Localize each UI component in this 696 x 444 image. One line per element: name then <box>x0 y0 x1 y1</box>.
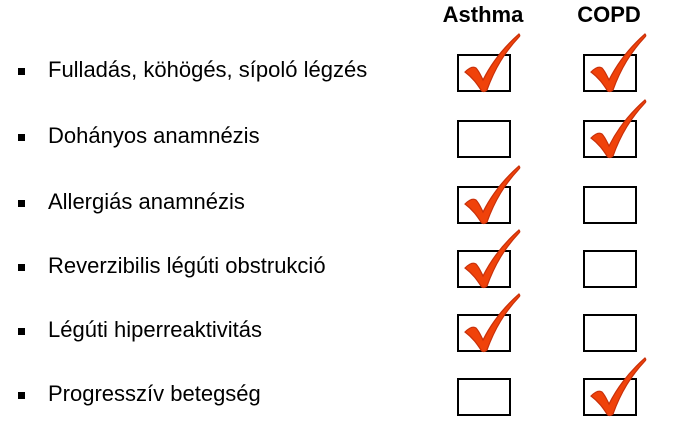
row-label: Progresszív betegség <box>48 381 261 406</box>
asthma-checkbox[interactable] <box>457 378 511 416</box>
column-header-asthma: Asthma <box>442 2 524 27</box>
asthma-checkbox[interactable] <box>457 120 511 158</box>
bullet-icon <box>18 68 25 75</box>
checkmark-icon <box>464 229 521 289</box>
row-label: Allergiás anamnézis <box>48 189 245 214</box>
asthma-checkbox[interactable] <box>457 33 521 93</box>
copd-checkbox[interactable] <box>583 186 637 224</box>
bullet-icon <box>18 200 25 207</box>
checkmark-icon <box>590 357 647 417</box>
checkmark-icon <box>590 33 647 93</box>
checkmark-icon <box>464 165 521 225</box>
checkmark-icon <box>464 33 521 93</box>
bullet-icon <box>18 328 25 335</box>
checkmark-icon <box>590 99 647 159</box>
bullet-icon <box>18 392 25 399</box>
table-row: Allergiás anamnézis <box>0 165 696 236</box>
row-label: Reverzibilis légúti obstrukció <box>48 253 326 278</box>
table-row: Fulladás, köhögés, sípoló légzés <box>0 33 696 104</box>
table-row: Dohányos anamnézis <box>0 99 696 170</box>
copd-checkbox[interactable] <box>583 314 637 352</box>
copd-checkbox[interactable] <box>583 250 637 288</box>
copd-checkbox[interactable] <box>583 99 647 159</box>
bullet-icon <box>18 134 25 141</box>
bullet-icon <box>18 264 25 271</box>
table-row: Progresszív betegség <box>0 357 696 428</box>
asthma-checkbox[interactable] <box>457 229 521 289</box>
checkmark-icon <box>464 293 521 353</box>
copd-checkbox[interactable] <box>583 357 647 417</box>
column-header-copd: COPD <box>577 2 641 27</box>
table-row: Légúti hiperreaktivitás <box>0 293 696 364</box>
copd-checkbox[interactable] <box>583 33 647 93</box>
asthma-checkbox[interactable] <box>457 165 521 225</box>
asthma-checkbox[interactable] <box>457 293 521 353</box>
row-label: Dohányos anamnézis <box>48 123 260 148</box>
table-row: Reverzibilis légúti obstrukció <box>0 229 696 300</box>
row-label: Fulladás, köhögés, sípoló légzés <box>48 57 368 82</box>
row-label: Légúti hiperreaktivitás <box>48 317 263 342</box>
